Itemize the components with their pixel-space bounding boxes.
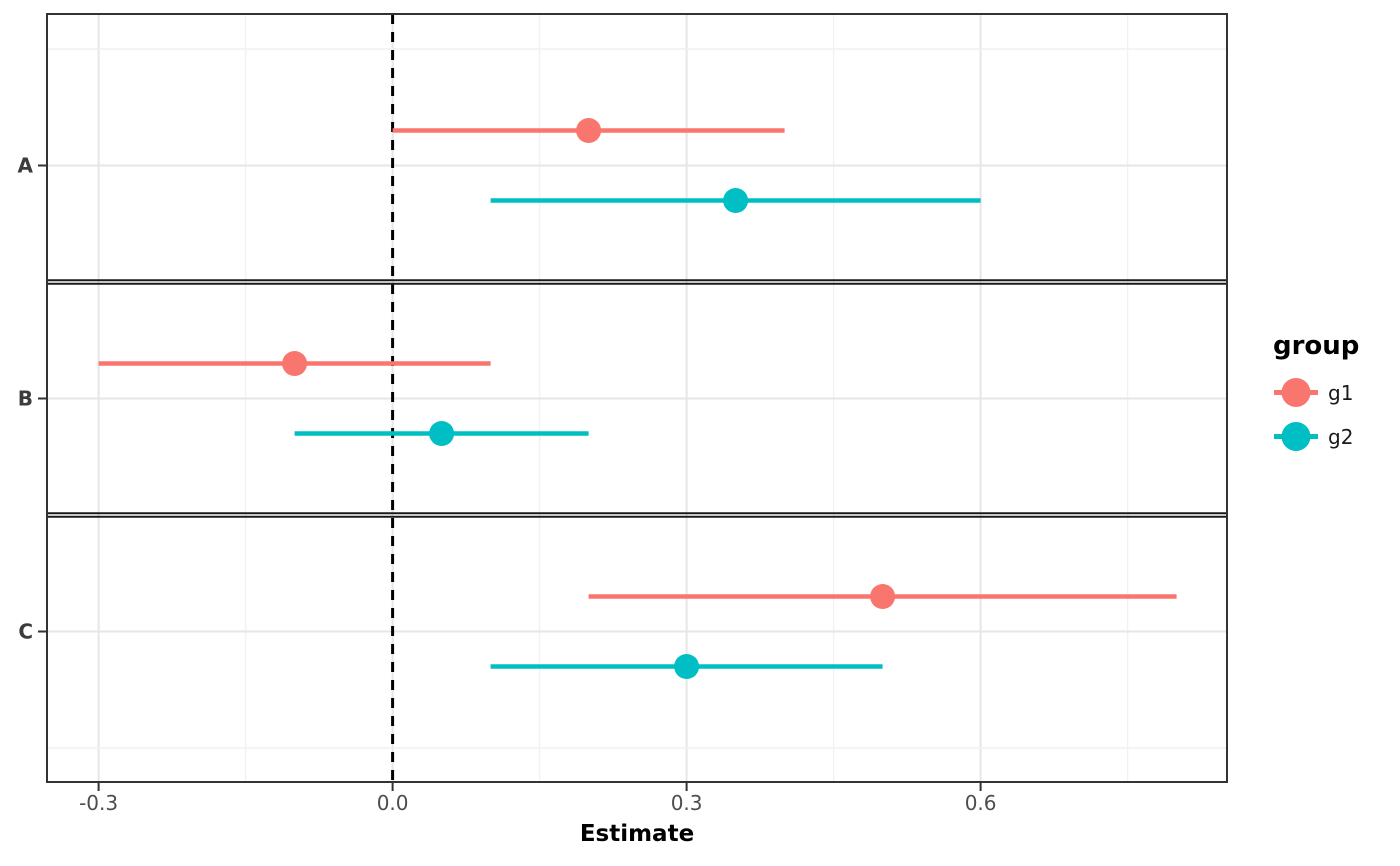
x-axis-title: Estimate (579, 821, 695, 847)
point-estimate-g2-B (429, 421, 455, 446)
x-tick-label--0.3: -0.3 (79, 791, 118, 815)
category-label-A: A (18, 154, 34, 178)
g2-key-point (1281, 422, 1311, 451)
x-tick-label-0.0: 0.0 (377, 791, 409, 815)
category-label-B: B (18, 387, 33, 411)
legend: group g1 g2 (1273, 331, 1359, 464)
legend-item-g2: g2 (1273, 420, 1359, 453)
legend-item-g1: g1 (1273, 376, 1359, 409)
legend-label-g1: g1 (1328, 380, 1354, 405)
panel-border (46, 13, 1228, 783)
g1-key-point (1281, 378, 1311, 407)
category-label-C: C (18, 620, 33, 644)
g2-key-icon (1274, 422, 1318, 451)
g1-key-icon (1274, 378, 1318, 407)
point-estimate-g1-A (576, 118, 602, 143)
x-tick-label-0.3: 0.3 (671, 791, 703, 815)
point-estimate-g1-C (870, 584, 896, 609)
point-estimate-g1-B (282, 351, 308, 376)
legend-title: group (1273, 331, 1360, 361)
point-estimate-g2-A (723, 188, 749, 213)
legend-label-g2: g2 (1328, 424, 1354, 449)
x-tick-label-0.6: 0.6 (965, 791, 997, 815)
point-estimate-g2-C (674, 654, 700, 679)
